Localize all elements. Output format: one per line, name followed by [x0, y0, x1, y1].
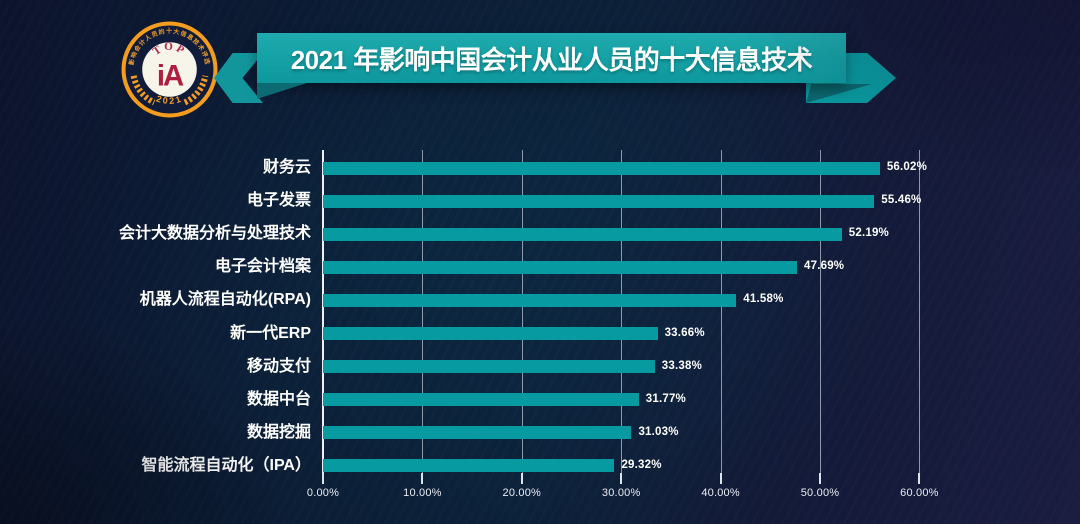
x-axis-tick: [520, 473, 523, 484]
x-axis-tick: [719, 473, 722, 484]
category-label: 数据中台: [246, 390, 311, 408]
gridline: [422, 150, 424, 473]
x-axis-tick-label: 50.00%: [800, 487, 840, 499]
x-axis-tick-label: 10.00%: [403, 487, 442, 499]
badge-year-text: 2021: [155, 94, 182, 107]
bar-value-label: 29.32%: [621, 458, 662, 471]
x-axis-tick-label: 20.00%: [502, 487, 542, 499]
badge-laurel-left: [130, 75, 156, 106]
x-axis-tick-label: 30.00%: [601, 487, 641, 499]
badge-laurel-right: [183, 75, 209, 106]
badge-inner-circle: [142, 42, 197, 97]
gridline: [621, 150, 623, 473]
x-axis-tick: [322, 473, 324, 484]
category-label: 智能流程自动化（IPA）: [141, 456, 312, 474]
bar-value-label: 33.38%: [661, 359, 703, 372]
bar: [323, 194, 875, 208]
bar: [323, 260, 798, 274]
category-label: 数据挖掘: [246, 423, 311, 441]
category-label: 财务云: [262, 159, 311, 176]
category-label: 电子发票: [246, 192, 311, 210]
y-axis-line: [322, 150, 324, 484]
bar-value-label: 41.58%: [743, 293, 784, 306]
bar-value-label: 55.46%: [881, 194, 922, 207]
bar-value-label: 31.03%: [638, 425, 679, 438]
category-label: 机器人流程自动化(RPA): [139, 291, 311, 309]
title-banner: 2021 年影响中国会计从业人员的十大信息技术: [257, 33, 846, 83]
page-title: 2021 年影响中国会计从业人员的十大信息技术: [290, 44, 813, 75]
x-axis-tick: [918, 473, 921, 484]
category-label: 会计大数据分析与处理技术: [118, 225, 311, 243]
bar: [323, 227, 842, 241]
bar-value-label: 33.66%: [664, 326, 705, 339]
bar: [323, 459, 615, 473]
category-label: 移动支付: [246, 357, 311, 375]
gridline: [720, 150, 722, 473]
bar-value-label: 31.77%: [645, 392, 686, 405]
bar: [323, 426, 632, 440]
bar: [323, 293, 737, 307]
bar-value-label: 56.02%: [886, 161, 928, 173]
bar-value-label: 47.69%: [804, 260, 845, 273]
x-axis-tick-label: 60.00%: [900, 487, 939, 499]
category-label: 新一代ERP: [230, 324, 311, 342]
top-ia-badge-logo: 影响会计人员的十大信息技术评选 2021 TOP iA: [121, 21, 218, 118]
x-axis-tick: [620, 473, 623, 484]
badge-center-text: iA: [157, 60, 184, 93]
category-label: 电子会计档案: [214, 258, 311, 276]
bar: [323, 360, 655, 374]
gridline: [919, 150, 921, 473]
x-axis-tick: [421, 473, 424, 484]
bar: [323, 161, 880, 175]
gridline: [820, 150, 821, 473]
x-axis-tick-label: 40.00%: [701, 487, 740, 499]
bar: [323, 393, 639, 407]
bar: [323, 327, 658, 340]
x-axis-tick: [819, 473, 821, 484]
bar-value-label: 52.19%: [848, 227, 889, 240]
svg-text:2021: 2021: [155, 94, 184, 107]
gridline: [521, 150, 523, 473]
x-axis-tick-label: 0.00%: [306, 487, 340, 499]
